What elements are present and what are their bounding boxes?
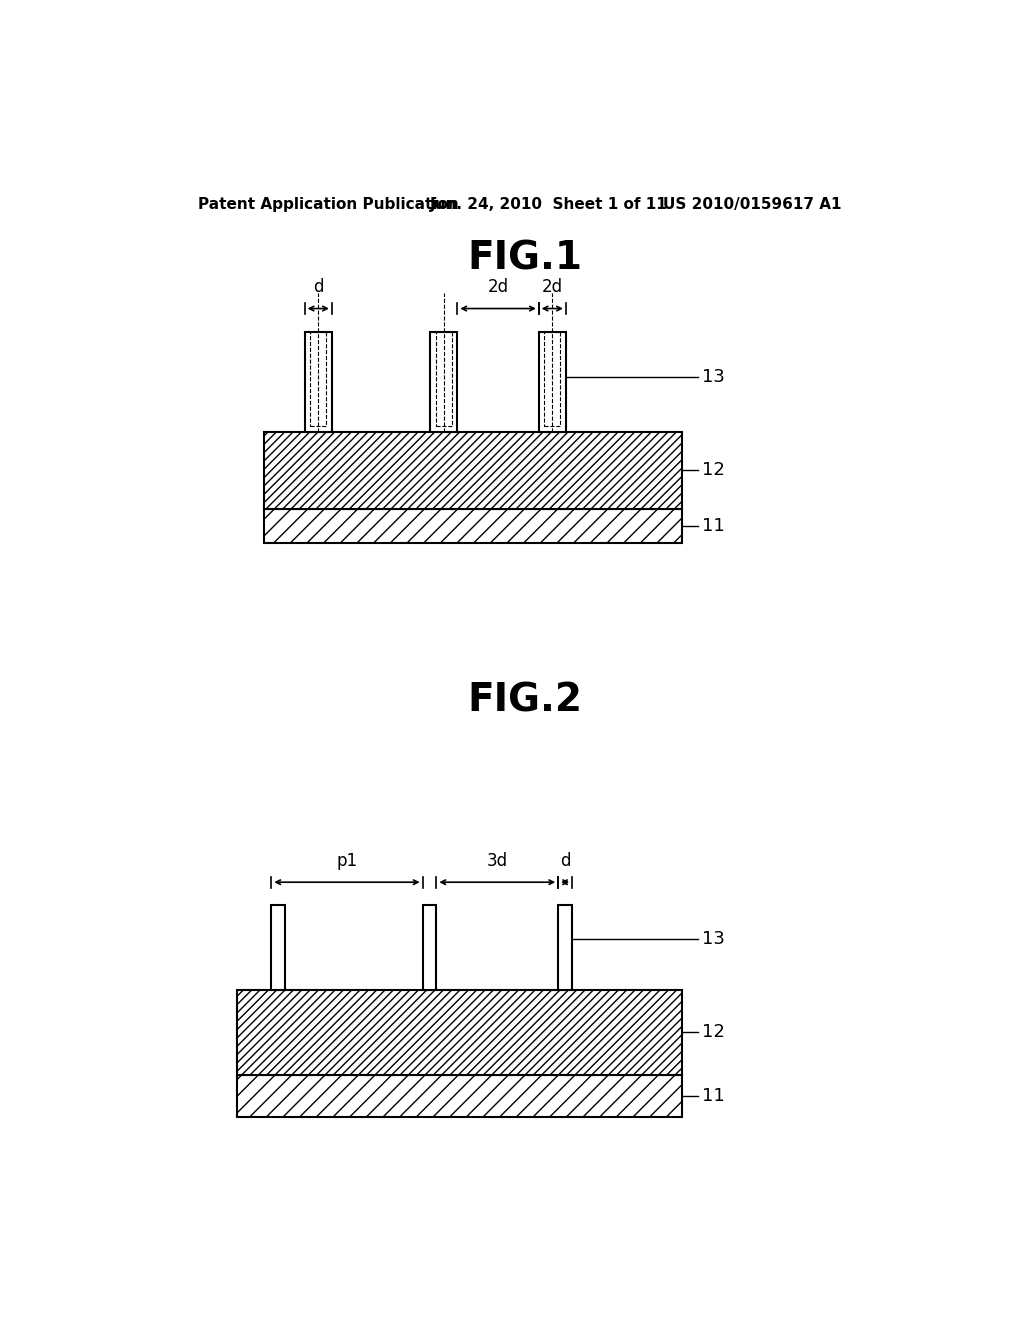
Text: Patent Application Publication: Patent Application Publication: [198, 197, 459, 213]
Text: 12: 12: [701, 1023, 724, 1041]
Text: 3d: 3d: [486, 851, 508, 870]
Bar: [544, 331, 560, 426]
Bar: [558, 906, 572, 990]
Text: 11: 11: [701, 517, 724, 535]
Bar: [237, 1074, 682, 1117]
Text: d: d: [313, 279, 324, 296]
Bar: [423, 906, 436, 990]
Text: FIG.1: FIG.1: [467, 239, 583, 277]
Bar: [237, 990, 682, 1074]
Text: Jun. 24, 2010  Sheet 1 of 11: Jun. 24, 2010 Sheet 1 of 11: [430, 197, 668, 213]
Bar: [310, 331, 327, 426]
Text: p1: p1: [336, 851, 357, 870]
Text: 2d: 2d: [487, 279, 509, 296]
Bar: [271, 906, 286, 990]
Text: 12: 12: [701, 461, 724, 479]
Text: 2d: 2d: [542, 279, 563, 296]
Bar: [435, 331, 452, 426]
Bar: [430, 331, 458, 432]
Text: US 2010/0159617 A1: US 2010/0159617 A1: [663, 197, 842, 213]
Text: 13: 13: [701, 368, 724, 385]
Text: 11: 11: [701, 1086, 724, 1105]
Text: FIG.2: FIG.2: [467, 682, 583, 719]
Bar: [539, 331, 566, 432]
Bar: [305, 331, 332, 432]
Bar: [263, 432, 682, 508]
Text: 13: 13: [701, 931, 724, 948]
Text: d: d: [560, 851, 570, 870]
Bar: [263, 508, 682, 544]
